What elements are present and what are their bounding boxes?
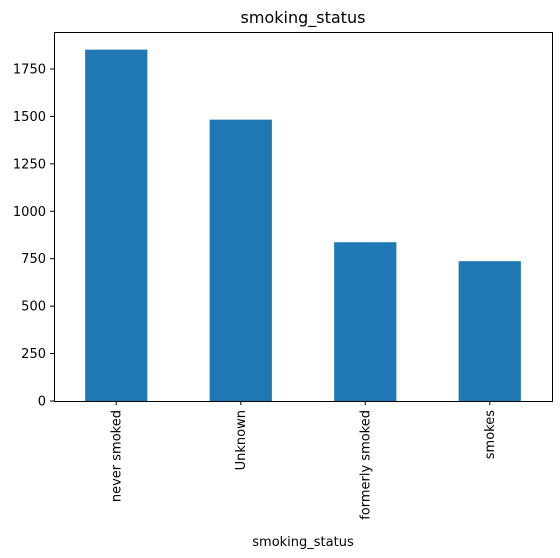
- x-tick-label: formerly smoked: [358, 410, 373, 520]
- y-tick-label: 1250: [13, 157, 46, 172]
- x-axis-title: smoking_status: [252, 535, 354, 550]
- y-axis: 0 250 500 750 1000 1250 1500 1750: [13, 62, 54, 410]
- bar-formerly-smoked: [334, 242, 397, 401]
- plot-frame: [54, 32, 553, 402]
- x-tick-label: never smoked: [109, 410, 124, 502]
- bar-never-smoked: [85, 49, 148, 401]
- y-tick-label: 1750: [13, 62, 46, 77]
- y-tick-label: 250: [21, 347, 46, 362]
- y-tick-label: 500: [21, 300, 46, 315]
- chart-title: smoking_status: [241, 8, 366, 28]
- bar-smokes: [458, 261, 521, 401]
- y-tick-label: 0: [38, 395, 46, 410]
- y-tick-label: 750: [21, 252, 46, 267]
- x-tick-label: smokes: [483, 410, 498, 459]
- bar-unknown: [209, 119, 272, 402]
- x-tick-label: Unknown: [234, 410, 249, 470]
- y-tick-label: 1000: [13, 205, 46, 220]
- y-tick-label: 1500: [13, 110, 46, 125]
- x-axis: never smoked Unknown formerly smoked smokes: [109, 401, 498, 520]
- bar-group: [85, 49, 521, 402]
